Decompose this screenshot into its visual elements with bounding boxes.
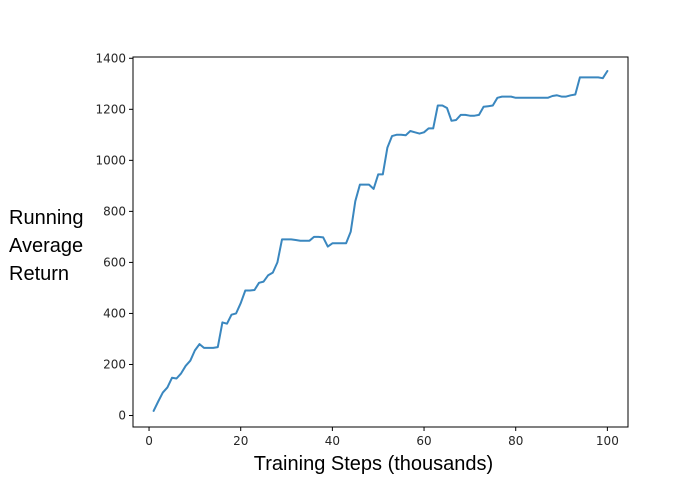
y-tick-label: 400 bbox=[103, 306, 126, 320]
y-tick-label: 0 bbox=[118, 409, 126, 423]
y-tick-label: 600 bbox=[103, 255, 126, 269]
y-axis-label-line-3: Return bbox=[9, 263, 69, 285]
y-tick-label: 800 bbox=[103, 204, 126, 218]
x-tick-label: 40 bbox=[325, 434, 340, 448]
x-axis-label: Training Steps (thousands) bbox=[254, 453, 493, 475]
x-tick-label: 20 bbox=[233, 434, 248, 448]
y-tick-label: 1200 bbox=[95, 102, 126, 116]
x-tick-label: 80 bbox=[508, 434, 523, 448]
x-axis-ticks: 0 20 40 60 80 100 bbox=[145, 427, 619, 448]
x-tick-label: 60 bbox=[416, 434, 431, 448]
y-tick-label: 1400 bbox=[95, 51, 126, 65]
y-axis-label-line-2: Average bbox=[9, 235, 83, 257]
y-tick-label: 200 bbox=[103, 357, 126, 371]
series-layer bbox=[152, 70, 609, 412]
x-tick-label: 100 bbox=[596, 434, 619, 448]
plot-frame bbox=[132, 56, 629, 428]
x-tick-label: 0 bbox=[145, 434, 153, 448]
y-axis-ticks: 0 200 400 600 800 1000 1200 1400 bbox=[95, 51, 133, 423]
series-line bbox=[152, 70, 609, 412]
y-axis-label-line-1: Running bbox=[9, 207, 84, 229]
y-tick-label: 1000 bbox=[95, 153, 126, 167]
y-axis-label: Running Average Return bbox=[9, 207, 84, 285]
